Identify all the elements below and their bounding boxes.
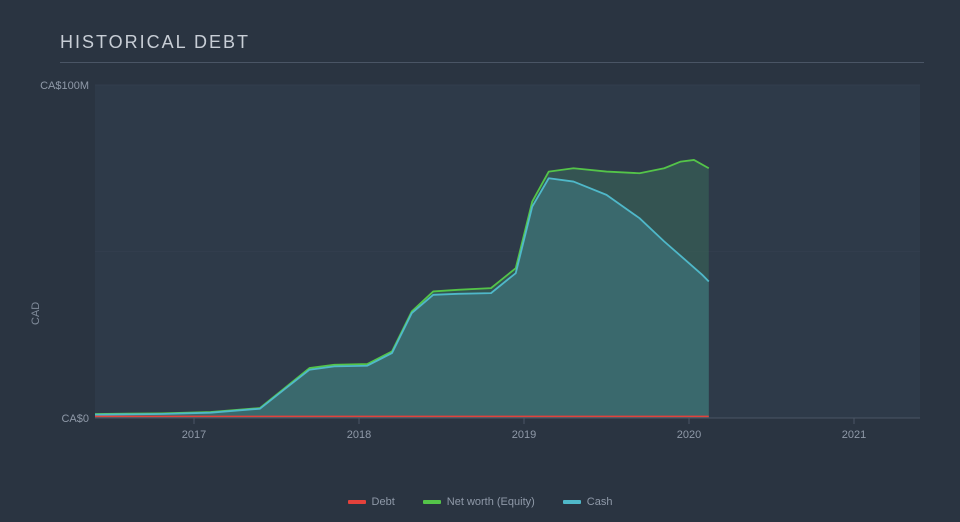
legend-item: Net worth (Equity) [423, 496, 535, 508]
x-tick-label: 2018 [347, 429, 371, 441]
chart-svg: 2017 2018 2019 2020 2021 CA$0 CA$100M [0, 70, 960, 500]
legend: Debt Net worth (Equity) Cash [0, 496, 960, 508]
title-divider [60, 62, 924, 63]
legend-label: Cash [587, 496, 613, 508]
chart-area: CAD 20172018201920202021CA$0CA$100M [0, 70, 960, 500]
x-tick-label: 2017 [182, 429, 206, 441]
legend-item: Debt [348, 496, 395, 508]
legend-swatch [348, 500, 366, 504]
x-tick-label: 2021 [842, 429, 866, 441]
x-tick-label: 2020 [677, 429, 701, 441]
legend-item: Cash [563, 496, 613, 508]
legend-label: Net worth (Equity) [447, 496, 535, 508]
legend-swatch [563, 500, 581, 504]
legend-label: Debt [372, 496, 395, 508]
x-tick-label: 2019 [512, 429, 536, 441]
legend-swatch [423, 500, 441, 504]
y-tick-label: CA$100M [40, 80, 89, 92]
chart-title: HISTORICAL DEBT [60, 32, 250, 53]
y-tick-label: CA$0 [61, 413, 89, 425]
